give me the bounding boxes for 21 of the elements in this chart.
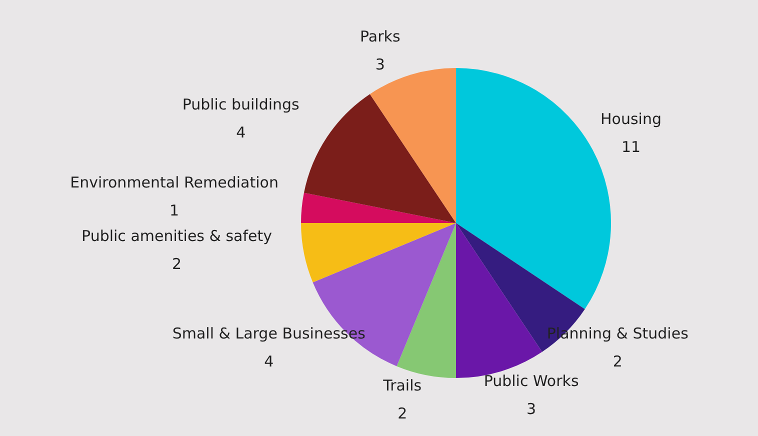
pie-slice (301, 192, 456, 223)
slice-label: Public buildings (182, 96, 300, 114)
data-label: 11 (621, 138, 641, 156)
pie-slice (396, 223, 456, 378)
data-label: 3 (526, 400, 536, 418)
slice-label: Housing (600, 110, 662, 128)
pie-slice (370, 68, 456, 223)
data-label: 2 (398, 404, 408, 422)
slice-label: Public amenities & safety (82, 227, 272, 246)
data-label: 4 (264, 352, 274, 370)
pie-slice (304, 94, 456, 223)
data-label: 2 (612, 352, 622, 370)
slice-label: Trails (382, 376, 422, 394)
data-label: 3 (375, 55, 385, 74)
slice-label: Parks (360, 27, 400, 46)
data-label: 2 (172, 255, 182, 274)
data-label: 4 (236, 124, 246, 142)
slice-label: Public Works (484, 372, 579, 390)
slice-label: Environmental Remediation (70, 173, 278, 192)
pie-slice (301, 223, 456, 282)
data-label: 1 (170, 201, 180, 220)
